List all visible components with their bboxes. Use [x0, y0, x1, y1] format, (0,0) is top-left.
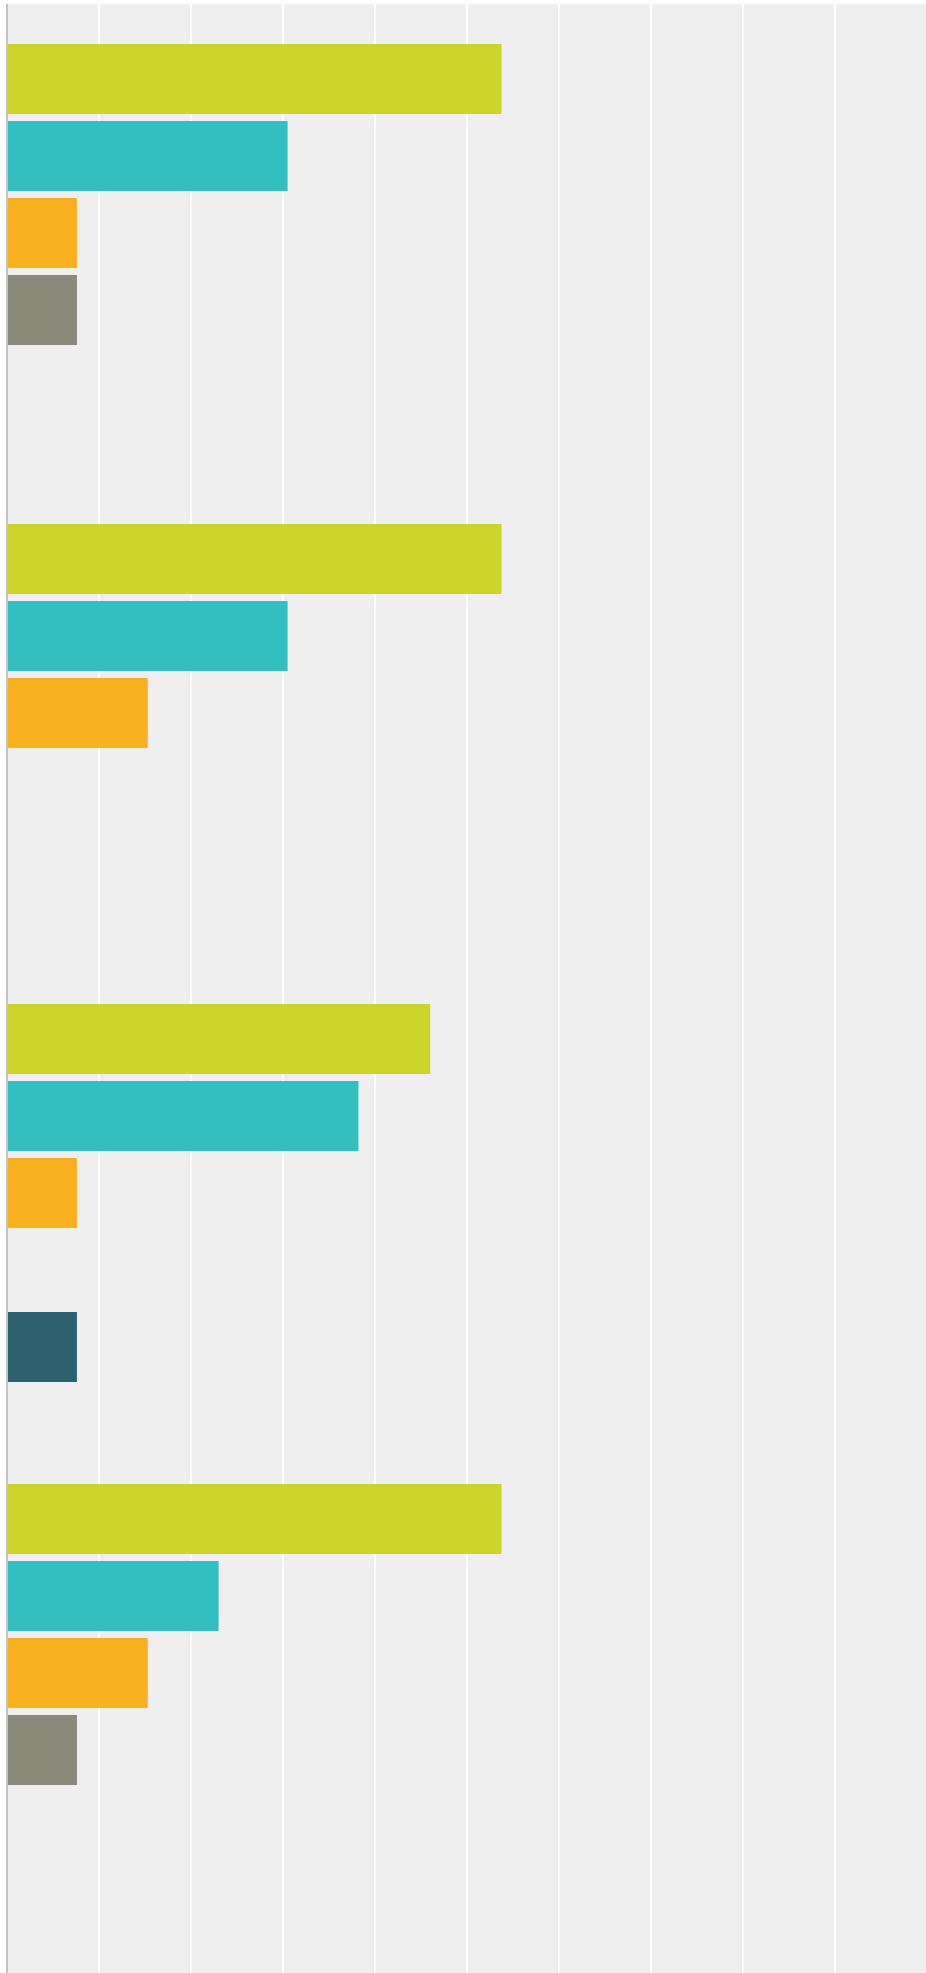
bars — [7, 44, 502, 1785]
bar-group-2-series-2 — [7, 121, 288, 191]
bar-group-4-series-1 — [7, 1004, 431, 1074]
bar-group-5-series-4 — [7, 1715, 77, 1785]
bar-group-3-series-1 — [7, 524, 502, 594]
bar-group-2-series-1 — [7, 44, 502, 114]
bar-group-4-series-2 — [7, 1081, 359, 1151]
bar-group-2-series-3 — [7, 198, 77, 268]
bar-group-5-series-3 — [7, 1638, 148, 1708]
bar-group-3-series-3 — [7, 678, 148, 748]
bar-group-5-series-1 — [7, 1484, 502, 1554]
gridlines — [98, 4, 836, 1973]
bar-group-5-series-2 — [7, 1561, 219, 1631]
bar-group-2-series-4 — [7, 275, 77, 345]
bar-group-3-series-2 — [7, 601, 288, 671]
bar-group-4-series-5 — [7, 1312, 77, 1382]
bar-group-4-series-3 — [7, 1158, 77, 1228]
